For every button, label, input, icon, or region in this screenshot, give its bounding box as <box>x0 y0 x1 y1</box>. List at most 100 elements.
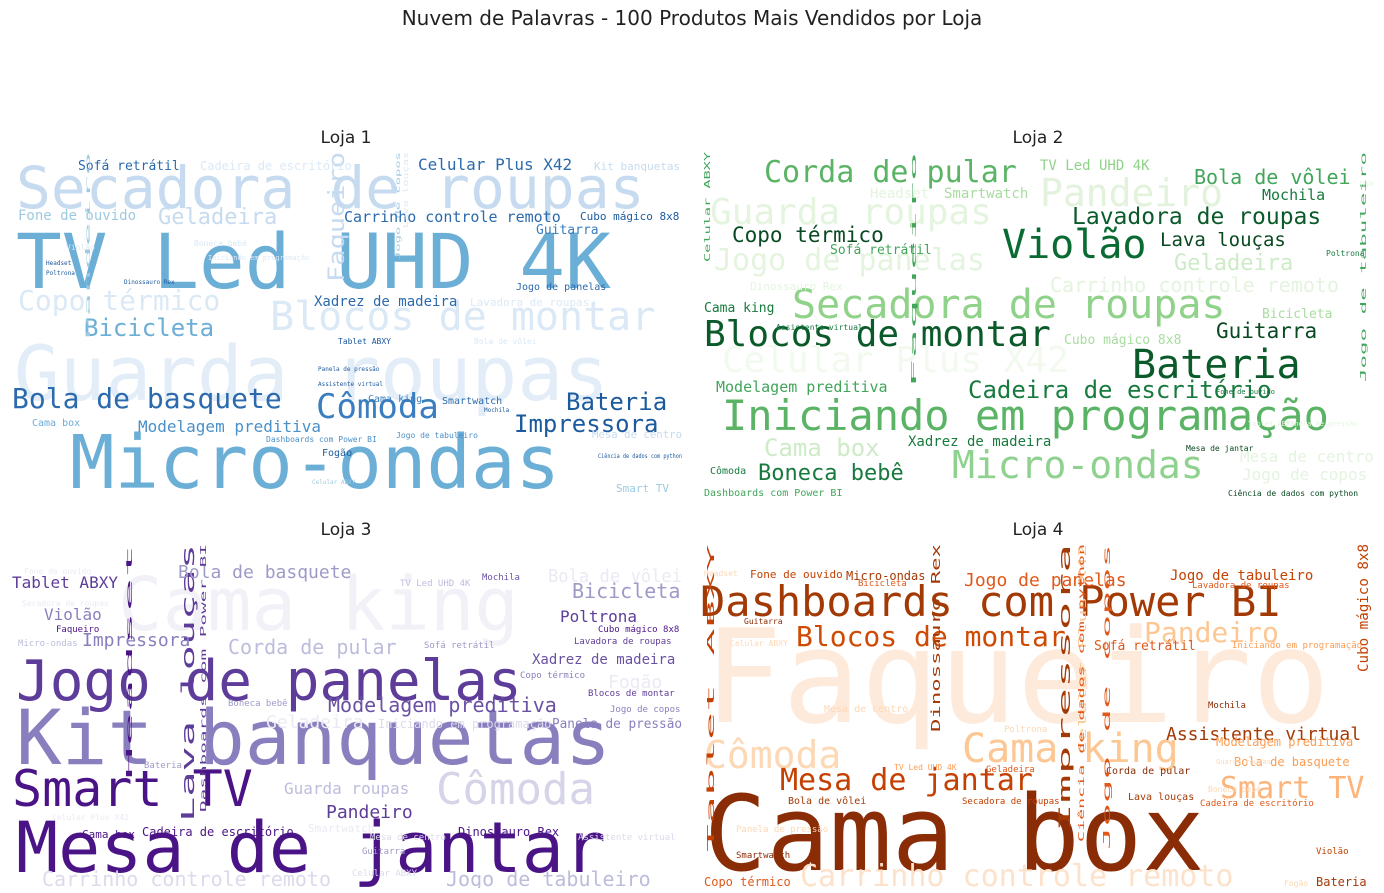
word-corda-de-pular: Corda de pular <box>1106 766 1190 777</box>
word-impressora: Impressora <box>1055 544 1074 832</box>
word-dashboards-com-power-bi: Dashboards com Power BI <box>266 435 377 444</box>
word-poltrona: Poltrona <box>46 270 75 277</box>
word-lava-loucas: Lava louças <box>1128 792 1194 803</box>
word-sofa-retratil: Sofá retrátil <box>1094 639 1196 654</box>
word-bateria: Bateria <box>1316 875 1367 888</box>
word-iniciando-em-programacao: Iniciando em programação <box>208 254 309 262</box>
word-pandeiro: Pandeiro <box>1144 616 1279 649</box>
word-cama-box: Cama box <box>704 773 1205 888</box>
word-kit-banquetas: Kit banquetas <box>16 693 611 782</box>
word-geladeira: Geladeira <box>266 712 364 733</box>
word-geladeira: Geladeira <box>1174 251 1293 276</box>
word-pandeiro: Pandeiro <box>1040 171 1223 215</box>
word-cama-king: Cama king <box>118 562 519 648</box>
word-micro-ondas: Micro-ondas <box>952 443 1204 487</box>
word-cama-king: Cama king <box>704 301 774 316</box>
word-sofa-retratil: Sofá retrátil <box>424 641 494 651</box>
word-boneca-bebe: Boneca bebê <box>758 461 904 486</box>
word-cloud-svg: Micro-ondas TV Led UHD 4K Guarda roupas Sec… <box>12 150 682 498</box>
word-guitarra: Guitarra <box>362 847 405 857</box>
word-copo-termico: Copo térmico <box>18 284 220 317</box>
word-modelagem-preditiva: Modelagem preditiva <box>716 378 888 396</box>
panel-title: Loja 3 <box>320 520 372 540</box>
word-faqueiro: Faqueiro <box>910 152 918 388</box>
word-bicicleta: Bicicleta <box>858 579 907 589</box>
word-guarda-roupas: Guarda roupas <box>1216 758 1271 766</box>
word-kit-banquetas: Kit banquetas <box>594 160 680 173</box>
word-poltrona: Poltrona <box>1004 725 1047 735</box>
word-secadora-de-roupas: Secadora de roupas <box>792 282 1225 328</box>
word-celular-plus-x42: Celular Plus X42 <box>52 813 129 822</box>
word-lavadora-de-roupas: Lavadora de roupas <box>1192 581 1290 591</box>
word-assistente-virtual: Assistente virtual <box>1166 724 1361 745</box>
word-tv-led-uhd-4k: TV Led UHD 4K <box>400 579 471 589</box>
word-dinossauro-rex: Dinossauro Rex <box>750 280 843 293</box>
word-boneca-bebe: Boneca bebê <box>228 698 288 709</box>
word-bola-de-basquete: Bola de basquete <box>178 562 351 583</box>
word-guarda-roupas: Guarda roupas <box>284 779 409 798</box>
word-jogo-de-copos: Jogo de copos <box>395 151 402 260</box>
word-lava-loucas: Lava louças <box>1160 229 1286 251</box>
word-jogo-de-panelas: Jogo de panelas <box>16 649 522 714</box>
panel-title: Loja 4 <box>1012 520 1064 540</box>
word-lavadora-de-roupas: Lavadora de roupas <box>470 296 589 309</box>
word-bateria: Bateria <box>566 388 667 416</box>
word-blocos-de-montar: Blocos de montar <box>270 294 655 340</box>
word-secadora-de-roupas: Secadora de roupas <box>22 599 109 608</box>
word-panela-de-pressao: Panela de pressão <box>552 717 682 732</box>
word-fogao: Fogão <box>1360 180 1374 188</box>
word-cama-box: Cama box <box>32 418 80 429</box>
word-cubo-magico-8x8: Cubo mágico 8x8 <box>598 625 679 635</box>
word-impressora: Impressora <box>514 410 659 438</box>
word-headset: Headset <box>46 260 72 267</box>
word-smart-tv: Smart TV <box>616 482 669 495</box>
word-cloud: Kit banquetas Mesa de jantar Cama king Jogo… <box>8 542 684 888</box>
word-mesa-de-jantar: Mesa de jantar <box>1186 444 1254 453</box>
word-ciencia-de-dados-com-python: Ciência de dados com python <box>598 453 682 460</box>
word-pandeiro: Pandeiro <box>85 150 92 340</box>
word-comoda: Cômoda <box>710 465 746 477</box>
word-celular-plus-x42: Celular Plus X42 <box>418 155 572 174</box>
word-smartwatch: Smartwatch <box>736 851 790 861</box>
word-guitarra: Guitarra <box>536 223 599 238</box>
panel-loja-1: Loja 1 Micro-ondas TV Led UHD 4K Guarda ro… <box>8 128 684 498</box>
word-fone-de-ouvido: Fone de ouvido <box>18 208 136 224</box>
word-geladeira: Geladeira <box>158 205 277 230</box>
word-comoda: Cômoda <box>436 764 595 815</box>
word-tablet-abxy: Tablet ABXY <box>338 337 391 346</box>
word-modelagem-preditiva: Modelagem preditiva <box>138 417 321 436</box>
word-cloud: Faqueiro Cama box Dashboards com Power BI C… <box>700 542 1376 888</box>
figure-title: Nuvem de Palavras - 100 Produtos Mais Ve… <box>401 6 983 30</box>
word-assistente-virtual: Assistente virtual <box>318 381 383 388</box>
word-cadeira-de-escritorio: Cadeira de escritório <box>1200 798 1314 809</box>
word-tablet-abxy: Tablet ABXY <box>1248 420 1295 428</box>
word-fogao: Fogão <box>608 672 662 693</box>
word-cama-king: Cama king <box>368 394 422 405</box>
word-tv-led-uhd-4k: TV Led UHD 4K <box>1040 158 1150 174</box>
word-mochila: Mochila <box>1262 186 1325 204</box>
word-geladeira: Geladeira <box>986 765 1035 775</box>
word-tablet-abxy: Tablet ABXY <box>12 573 118 592</box>
word-copo-termico: Copo térmico <box>704 875 791 888</box>
word-headset: Headset <box>870 186 929 202</box>
word-tv-led-uhd-4k: TV Led UHD 4K <box>16 217 611 306</box>
word-cadeira-de-escritorio: Cadeira de escritório <box>200 159 352 173</box>
word-lavadora-de-roupas: Lavadora de roupas <box>574 637 672 647</box>
word-violao: Violão <box>44 605 102 624</box>
word-carrinho-controle-remoto: Carrinho controle remoto <box>42 867 331 888</box>
word-fogao: Fogão <box>322 448 352 459</box>
word-jogo-de-tabuleiro: Jogo de tabuleiro <box>1170 568 1313 584</box>
word-iniciando-em-programacao: Iniciando em programação <box>1232 641 1362 651</box>
word-blocos-de-montar: Blocos de montar <box>588 689 675 699</box>
panel-loja-2: Loja 2 Iniciando em programação Micro-ond… <box>700 128 1376 498</box>
word-mochila: Mochila <box>484 407 510 414</box>
panel-title: Loja 1 <box>320 128 372 148</box>
word-celular-plus-x42: Celular Plus X42 <box>722 340 1069 381</box>
word-smart-tv: Smart TV <box>12 760 253 818</box>
word-bicicleta: Bicicleta <box>572 579 680 603</box>
word-headset: Headset <box>704 569 738 578</box>
word-dashboards-com-power-bi: Dashboards com Power BI <box>199 544 208 812</box>
word-bicicleta: Bicicleta <box>1262 307 1332 322</box>
word-bola-de-basquete: Bola de basquete <box>12 382 282 415</box>
